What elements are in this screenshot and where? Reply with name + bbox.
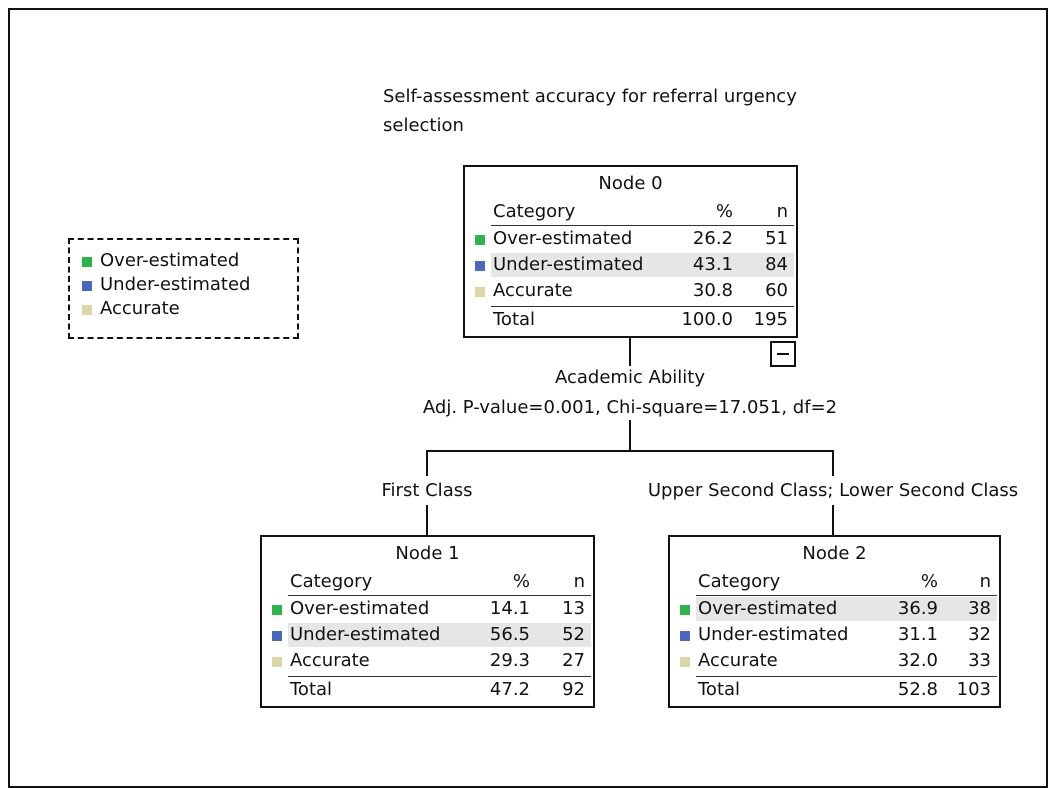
total-category: Total [290,679,333,700]
header-rule [696,595,997,596]
connector [426,450,428,476]
tree-node: Node 0 Category% n Over-estimated 26.2 51 Unde… [463,165,798,338]
category-swatch [475,287,485,297]
branch-label: Upper Second Class; Lower Second Class [647,480,1019,501]
row-highlight [491,253,794,277]
row-category: Under-estimated [493,254,644,275]
header-percent: % [512,571,530,592]
legend-swatch [82,305,92,315]
category-swatch [475,235,485,245]
header-category: Category [698,571,781,592]
category-swatch [272,605,282,615]
category-swatch [680,657,690,667]
legend-label: Over-estimated [100,250,240,271]
category-swatch [272,657,282,667]
title: Self-assessment accuracy for referral ur… [383,86,797,136]
row-n: 38 [968,598,991,619]
total-rule [288,676,591,677]
header-percent: % [920,571,938,592]
category-swatch [680,605,690,615]
header-rule [491,225,794,226]
row-n: 27 [562,650,585,671]
connector [629,420,631,451]
legend-label: Accurate [100,298,180,319]
total-percent: 52.8 [897,679,938,700]
header-n: n [776,201,788,222]
split-stats: Adj. P-value=0.001, Chi-square=17.051, d… [422,397,838,418]
row-percent: 30.8 [692,280,733,301]
category-swatch [680,631,690,641]
row-percent: 43.1 [692,254,733,275]
row-category: Over-estimated [698,598,838,619]
connector [629,338,631,366]
row-percent: 56.5 [489,624,530,645]
connector [832,505,834,536]
tree-node: Node 2 Category% n Over-estimated 36.9 38 Unde… [668,535,1001,708]
total-rule [491,306,794,307]
row-n: 51 [765,228,788,249]
row-n: 13 [562,598,585,619]
header-category: Category [290,571,373,592]
row-percent: 32.0 [897,650,938,671]
total-category: Total [698,679,741,700]
row-percent: 31.1 [897,624,938,645]
tree-node: Node 1 Category% n Over-estimated 14.1 13 Unde… [260,535,595,708]
row-n: 33 [968,650,991,671]
header-percent: % [715,201,733,222]
total-n: 92 [562,679,585,700]
connector [426,505,428,536]
category-swatch [272,631,282,641]
row-n: 60 [765,280,788,301]
total-percent: 47.2 [489,679,530,700]
row-n: 84 [765,254,788,275]
row-category: Under-estimated [290,624,441,645]
row-highlight [696,597,997,621]
legend-label: Under-estimated [100,274,251,295]
row-n: 32 [968,624,991,645]
row-category: Accurate [493,280,573,301]
header-rule [288,595,591,596]
legend-swatch [82,257,92,267]
collapse-button[interactable] [770,341,796,367]
legend-swatch [82,281,92,291]
category-swatch [475,261,485,271]
row-category: Accurate [698,650,778,671]
header-n: n [979,571,991,592]
legend: Over-estimated Under-estimated Accurate [68,238,299,339]
connector [832,450,834,476]
row-percent: 14.1 [489,598,530,619]
row-n: 52 [562,624,585,645]
total-rule [696,676,997,677]
branch-label: First Class [381,480,473,501]
row-highlight [288,623,591,647]
row-category: Under-estimated [698,624,849,645]
row-category: Over-estimated [493,228,633,249]
row-category: Accurate [290,650,370,671]
total-category: Total [493,309,536,330]
row-percent: 29.3 [489,650,530,671]
total-n: 103 [956,679,991,700]
row-category: Over-estimated [290,598,430,619]
row-percent: 36.9 [897,598,938,619]
split-variable: Academic Ability [554,367,706,388]
total-n: 195 [753,309,788,330]
node-label: Node 2 [802,543,867,564]
node-label: Node 0 [598,173,663,194]
node-label: Node 1 [395,543,460,564]
total-percent: 100.0 [681,309,733,330]
header-n: n [573,571,585,592]
connector [426,450,834,452]
header-category: Category [493,201,576,222]
row-percent: 26.2 [692,228,733,249]
